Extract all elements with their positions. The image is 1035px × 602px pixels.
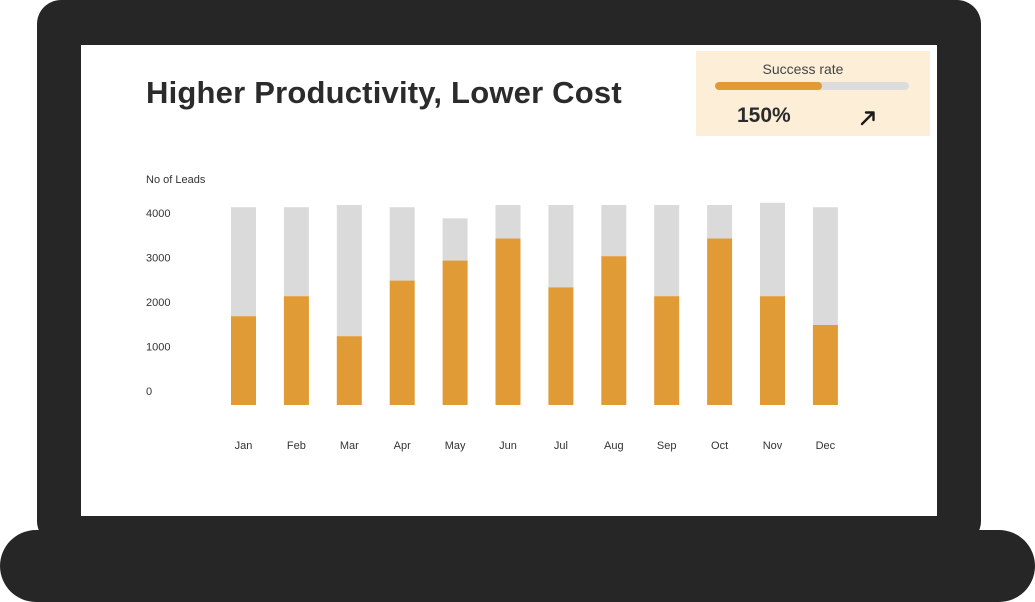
bar-remainder-aug [601, 205, 627, 257]
bar-remainder-sep [654, 205, 680, 297]
x-tick-label: Jun [499, 440, 517, 452]
bar-value-nov [760, 296, 785, 405]
bar-remainder-feb [283, 207, 309, 297]
y-axis-ticks: 0 1000 2000 3000 4000 [146, 208, 170, 398]
x-tick-label: Jul [554, 440, 568, 452]
y-axis-title: No of Leads [146, 174, 206, 186]
success-rate-label: Success rate [762, 61, 844, 77]
bar-remainder-jan [231, 207, 256, 317]
bar-remainder-dec [812, 207, 838, 325]
bar-value-oct [707, 238, 733, 405]
bar-value-jan [231, 316, 256, 405]
x-tick-label: Aug [604, 440, 624, 452]
x-axis-ticks: Jan Feb Mar Apr May Jun Jul Aug Sep Oct Nov Dec [235, 440, 836, 452]
x-tick-label: Jan [235, 440, 253, 452]
x-tick-label: Apr [394, 440, 411, 452]
bar-remainder-nov [760, 202, 785, 297]
x-tick-label: Oct [711, 440, 728, 452]
laptop-base [0, 530, 1035, 602]
bar-value-may [442, 260, 468, 405]
bar-remainder-oct [707, 205, 733, 239]
bar-value-jul [548, 287, 574, 405]
success-rate-progress-track [715, 82, 909, 90]
success-rate-value: 150% [737, 104, 791, 127]
bar-value-dec [812, 325, 838, 405]
success-rate-card: Success rate 150% [696, 51, 930, 136]
y-tick-label: 0 [146, 386, 152, 398]
success-rate-progress-fill [715, 82, 822, 90]
bar-value-jun [495, 238, 521, 405]
dashboard-screen: Higher Productivity, Lower Cost Success … [81, 45, 937, 516]
y-tick-label: 1000 [146, 342, 170, 354]
bar-value-aug [601, 256, 627, 405]
x-tick-label: Mar [340, 440, 359, 452]
bars [231, 202, 838, 405]
x-tick-label: Sep [657, 440, 677, 452]
bar-remainder-may [442, 218, 468, 261]
x-tick-label: Feb [287, 440, 306, 452]
bar-remainder-jul [548, 205, 574, 288]
bar-value-sep [654, 296, 680, 405]
x-tick-label: Dec [816, 440, 836, 452]
x-tick-label: May [445, 440, 466, 452]
y-tick-label: 3000 [146, 253, 170, 265]
y-tick-label: 4000 [146, 208, 170, 220]
bar-remainder-apr [389, 207, 415, 281]
bar-value-feb [283, 296, 309, 405]
arrow-up-right-icon [860, 111, 875, 126]
bar-value-mar [336, 336, 362, 405]
bar-remainder-jun [495, 205, 521, 239]
leads-bar-chart: No of Leads 0 1000 2000 3000 4000 Jan Feb Mar A… [146, 174, 838, 452]
y-tick-label: 2000 [146, 297, 170, 309]
x-tick-label: Nov [763, 440, 783, 452]
page-title: Higher Productivity, Lower Cost [146, 75, 622, 110]
bar-remainder-mar [336, 205, 362, 337]
bar-value-apr [389, 280, 415, 405]
